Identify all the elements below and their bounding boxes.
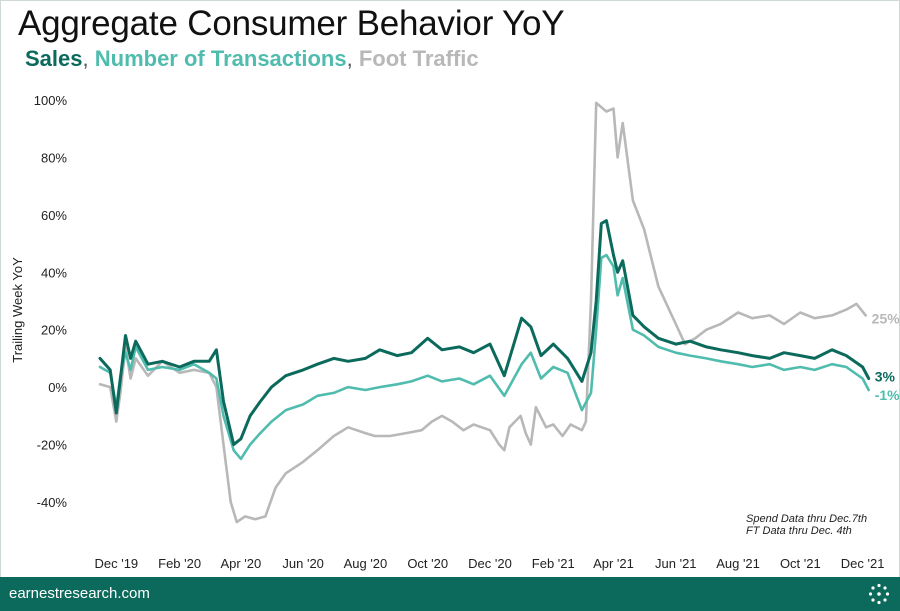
subtitle-separator: ,	[82, 46, 89, 71]
x-tick-label: Oct '21	[780, 556, 821, 571]
y-tick-label: -20%	[37, 438, 68, 453]
end-value-label: -1%	[875, 387, 900, 403]
x-tick-label: Aug '20	[344, 556, 388, 571]
y-tick-label: 20%	[41, 323, 67, 338]
footer-url[interactable]: earnestresearch.com	[9, 585, 150, 602]
subtitle-sales: Sales	[25, 46, 83, 71]
line-chart: Trailing Week YoY -40% -20% 0% 20% 40% 60% 80% 1…	[10, 93, 900, 571]
x-tick-label: Oct '20	[407, 556, 448, 571]
x-tick-label: Jun '20	[282, 556, 324, 571]
x-tick-label: Feb '20	[158, 556, 201, 571]
series-line-sales	[98, 219, 871, 447]
x-tick-label: Apr '21	[593, 556, 634, 571]
subtitle-foot-traffic: Foot Traffic	[358, 46, 479, 71]
chart-title: Aggregate Consumer Behavior YoY	[18, 4, 565, 43]
x-tick-label: Dec '20	[468, 556, 512, 571]
series-line-foot-traffic	[98, 101, 867, 524]
y-tick-label: 0%	[48, 380, 67, 395]
y-tick-label: 80%	[41, 150, 67, 165]
y-tick-label: -40%	[37, 495, 68, 510]
data-note: Spend Data thru Dec.7th	[746, 513, 867, 525]
subtitle-separator: ,	[346, 46, 353, 71]
y-tick-label: 40%	[41, 265, 67, 280]
subtitle-transactions: Number of Transactions	[94, 46, 347, 71]
x-tick-label: Jun '21	[655, 556, 697, 571]
x-tick-label: Apr '20	[220, 556, 261, 571]
chart-subtitle: Sales, Number of Transactions, Foot Traf…	[25, 46, 479, 72]
end-value-label: 25%	[872, 310, 900, 326]
footer-bar: earnestresearch.com	[0, 577, 900, 611]
y-tick-label: 60%	[41, 208, 67, 223]
x-tick-label: Feb '21	[532, 556, 575, 571]
series-line-number-of-transactions	[98, 253, 870, 461]
x-tick-label: Dec '21	[841, 556, 885, 571]
x-tick-label: Dec '19	[94, 556, 138, 571]
y-axis-label: Trailing Week YoY	[10, 257, 25, 363]
earnest-logo-icon	[868, 583, 890, 605]
y-tick-label: 100%	[34, 93, 68, 108]
end-value-label: 3%	[875, 369, 896, 385]
x-tick-label: Aug '21	[716, 556, 760, 571]
data-note: FT Data thru Dec. 4th	[746, 525, 852, 537]
